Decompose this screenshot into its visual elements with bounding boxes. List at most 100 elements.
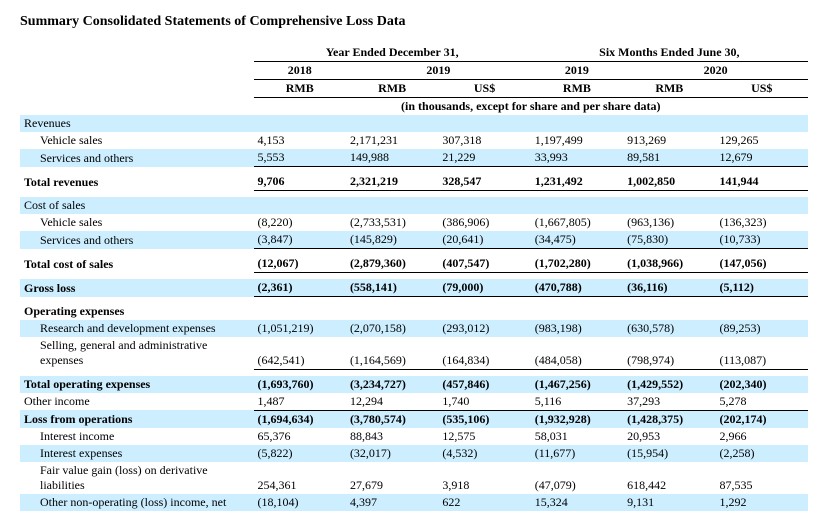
cell: (10,733) xyxy=(716,231,808,249)
cell: (5,112) xyxy=(716,279,808,297)
cell: 12,575 xyxy=(438,428,530,445)
cell: (1,932,928) xyxy=(531,410,623,428)
hdr-rmb: RMB xyxy=(531,80,623,98)
hdr-rmb: RMB xyxy=(623,80,715,98)
cell: 89,581 xyxy=(623,149,715,167)
cell: 5,278 xyxy=(716,393,808,411)
header-note-row: (in thousands, except for share and per … xyxy=(20,98,808,116)
row-vehicle-sales: Vehicle sales 4,153 2,171,231 307,318 1,… xyxy=(20,132,808,149)
cell: (32,017) xyxy=(346,445,438,462)
cell: 307,318 xyxy=(438,132,530,149)
cell: (89,253) xyxy=(716,320,808,337)
cell: 129,265 xyxy=(716,132,808,149)
row-gross-loss: Gross loss (2,361) (558,141) (79,000) (4… xyxy=(20,279,808,297)
cell: 254,361 xyxy=(254,462,346,494)
cell: 618,442 xyxy=(623,462,715,494)
cell: (470,788) xyxy=(531,279,623,297)
cell: (34,475) xyxy=(531,231,623,249)
cell: 5,553 xyxy=(254,149,346,167)
cell: 3,918 xyxy=(438,462,530,494)
cell: (5,822) xyxy=(254,445,346,462)
label-cos-vehicle: Vehicle sales xyxy=(20,214,254,231)
cell: (1,693,760) xyxy=(254,376,346,393)
cell: (8,220) xyxy=(254,214,346,231)
cell: (145,829) xyxy=(346,231,438,249)
header-years-row: 2018 2019 2019 2020 xyxy=(20,62,808,80)
cell: 65,376 xyxy=(254,428,346,445)
cell: (1,694,634) xyxy=(254,410,346,428)
label-total-revenues: Total revenues xyxy=(20,173,254,191)
cell: (3,780,574) xyxy=(346,410,438,428)
cell: (2,733,531) xyxy=(346,214,438,231)
cell: (1,428,375) xyxy=(623,410,715,428)
row-total-revenues: Total revenues 9,706 2,321,219 328,547 1… xyxy=(20,173,808,191)
cell: (983,198) xyxy=(531,320,623,337)
cell: (407,547) xyxy=(438,255,530,273)
row-loss-from-ops: Loss from operations (1,694,634) (3,780,… xyxy=(20,410,808,428)
cell: 913,269 xyxy=(623,132,715,149)
cell: 21,229 xyxy=(438,149,530,167)
cell: (202,340) xyxy=(716,376,808,393)
row-total-opex: Total operating expenses (1,693,760) (3,… xyxy=(20,376,808,393)
hdr-2019b: 2019 xyxy=(531,62,623,80)
cell: 2,966 xyxy=(716,428,808,445)
cell: (484,058) xyxy=(531,337,623,369)
cell: (2,361) xyxy=(254,279,346,297)
label-interest-expenses: Interest expenses xyxy=(20,445,254,462)
cell: 1,197,499 xyxy=(531,132,623,149)
cell: (457,846) xyxy=(438,376,530,393)
cell: (963,136) xyxy=(623,214,715,231)
label-vehicle-sales: Vehicle sales xyxy=(20,132,254,149)
financial-table: Year Ended December 31, Six Months Ended… xyxy=(20,44,808,511)
cell: (47,079) xyxy=(531,462,623,494)
label-cost-of-sales: Cost of sales xyxy=(20,197,254,214)
cell: (535,106) xyxy=(438,410,530,428)
row-cos-services: Services and others (3,847) (145,829) (2… xyxy=(20,231,808,249)
label-fv-gain: Fair value gain (loss) on derivative lia… xyxy=(20,462,254,494)
cell: (1,051,219) xyxy=(254,320,346,337)
cell: 27,679 xyxy=(346,462,438,494)
label-total-opex: Total operating expenses xyxy=(20,376,254,393)
cell: (1,667,805) xyxy=(531,214,623,231)
cell: (386,906) xyxy=(438,214,530,231)
section-cost-of-sales: Cost of sales xyxy=(20,197,808,214)
cell: 2,171,231 xyxy=(346,132,438,149)
label-gross-loss: Gross loss xyxy=(20,279,254,297)
cell: (79,000) xyxy=(438,279,530,297)
cell: 5,116 xyxy=(531,393,623,411)
hdr-2018: 2018 xyxy=(254,62,346,80)
cell: (15,954) xyxy=(623,445,715,462)
label-rd: Research and development expenses xyxy=(20,320,254,337)
cell: 1,231,492 xyxy=(531,173,623,191)
cell: 33,993 xyxy=(531,149,623,167)
cell: 1,740 xyxy=(438,393,530,411)
label-other-income: Other income xyxy=(20,393,254,411)
cell: (1,429,552) xyxy=(623,376,715,393)
cell: (147,056) xyxy=(716,255,808,273)
header-group-row: Year Ended December 31, Six Months Ended… xyxy=(20,44,808,62)
cell: (293,012) xyxy=(438,320,530,337)
cell: 149,988 xyxy=(346,149,438,167)
cell: (36,116) xyxy=(623,279,715,297)
row-services-others: Services and others 5,553 149,988 21,229… xyxy=(20,149,808,167)
cell: 87,535 xyxy=(716,462,808,494)
section-opex: Operating expenses xyxy=(20,303,808,320)
cell: 20,953 xyxy=(623,428,715,445)
cell: 37,293 xyxy=(623,393,715,411)
cell: 2,321,219 xyxy=(346,173,438,191)
row-interest-expenses: Interest expenses (5,822) (32,017) (4,53… xyxy=(20,445,808,462)
row-fv-gain: Fair value gain (loss) on derivative lia… xyxy=(20,462,808,494)
hdr-2020: 2020 xyxy=(623,62,808,80)
row-sga: Selling, general and administrative expe… xyxy=(20,337,808,369)
page-title: Summary Consolidated Statements of Compr… xyxy=(20,14,808,30)
label-sga: Selling, general and administrative expe… xyxy=(20,337,254,369)
cell: (4,532) xyxy=(438,445,530,462)
row-other-income: Other income 1,487 12,294 1,740 5,116 37… xyxy=(20,393,808,411)
cell: (798,974) xyxy=(623,337,715,369)
label-loss-from-ops: Loss from operations xyxy=(20,410,254,428)
hdr-rmb: RMB xyxy=(254,80,346,98)
cell: (1,467,256) xyxy=(531,376,623,393)
hdr-2019a: 2019 xyxy=(346,62,531,80)
hdr-usd: US$ xyxy=(716,80,808,98)
cell: (2,258) xyxy=(716,445,808,462)
